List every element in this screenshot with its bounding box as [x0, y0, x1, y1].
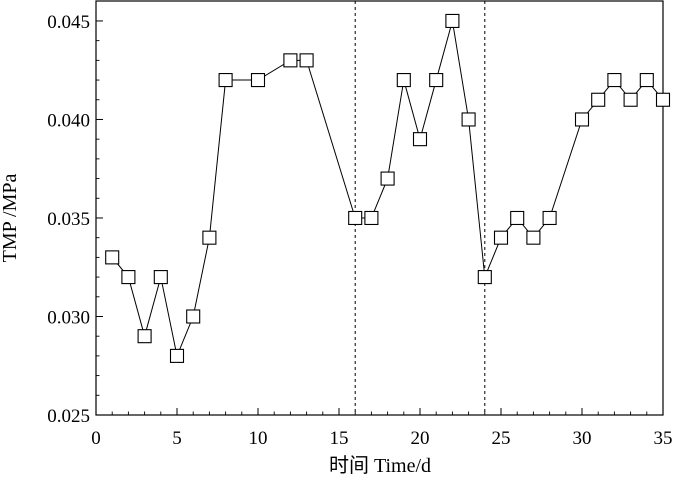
- x-tick-label: 25: [492, 428, 511, 449]
- x-axis-ticks: 0 5 10 15 20 25 30 35: [91, 408, 673, 449]
- x-tick-label: 10: [249, 428, 268, 449]
- x-tick-label: 35: [654, 428, 673, 449]
- y-tick-label: 0.025: [47, 406, 90, 427]
- x-axis-title: 时间 Time/d: [329, 454, 431, 477]
- data-point-7: [202, 230, 217, 245]
- x-tick-label: 30: [573, 428, 592, 449]
- data-point-10: [283, 53, 298, 68]
- x-tick-label: 15: [330, 428, 349, 449]
- y-tick-label: 0.045: [47, 12, 90, 33]
- data-point-9: [250, 73, 266, 88]
- y-tick-label: 0.035: [47, 209, 90, 230]
- data-point-15: [396, 73, 411, 88]
- y-axis-title: TMP /MPa: [0, 174, 21, 263]
- data-point-26: [591, 92, 606, 107]
- x-tick-label: 20: [411, 428, 430, 449]
- x-tick-label: 0: [91, 428, 101, 449]
- data-point-25: [574, 112, 590, 127]
- series-line: [111, 20, 664, 358]
- data-point-12: [348, 210, 363, 226]
- data-point-17: [429, 73, 444, 88]
- data-point-13: [364, 210, 379, 226]
- data-point-8: [218, 73, 233, 88]
- data-point-21: [493, 230, 509, 245]
- data-point-30: [655, 92, 671, 107]
- data-point-3: [137, 329, 152, 344]
- data-point-18: [445, 13, 460, 28]
- data-point-14: [380, 171, 395, 186]
- data-point-23: [526, 230, 541, 245]
- plot-frame: [95, 0, 664, 416]
- data-point-24: [542, 210, 557, 226]
- data-point-22: [510, 210, 525, 226]
- data-point-1: [105, 250, 120, 265]
- data-point-5: [169, 348, 185, 363]
- markers-group: [105, 13, 671, 363]
- data-point-11: [299, 53, 314, 68]
- x-tick-label: 5: [172, 428, 182, 449]
- reference-lines: [354, 1, 486, 415]
- data-point-29: [639, 73, 654, 88]
- y-tick-label: 0.040: [47, 110, 90, 131]
- series-line-group: [111, 20, 664, 358]
- data-point-27: [607, 73, 622, 88]
- y-tick-label: 0.030: [47, 307, 90, 328]
- data-point-20: [477, 270, 492, 285]
- y-axis-ticks: 0.025 0.030 0.035 0.040 0.045: [47, 12, 103, 427]
- plot-border: [95, 0, 664, 416]
- data-point-19: [461, 112, 476, 127]
- data-point-28: [623, 92, 638, 107]
- data-point-2: [121, 270, 136, 285]
- data-point-6: [186, 309, 201, 324]
- data-point-16: [412, 132, 428, 147]
- data-point-4: [153, 270, 168, 285]
